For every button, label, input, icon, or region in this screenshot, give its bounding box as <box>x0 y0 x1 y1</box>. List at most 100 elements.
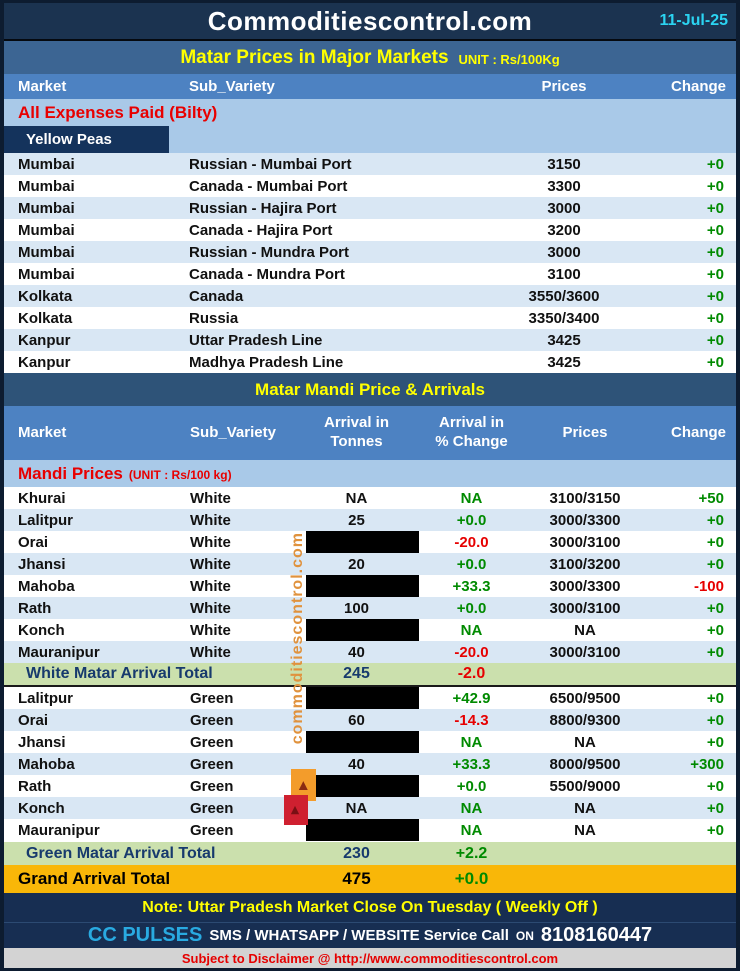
arrival-tonnes-cell: 60 <box>348 711 365 729</box>
arrival-pct-cell: NA <box>460 621 483 639</box>
change-cell: +0 <box>706 621 724 639</box>
note-text: Note: Uttar Pradesh Market Close On Tues… <box>142 898 598 916</box>
unit-label: UNIT : Rs/100Kg <box>458 51 560 67</box>
change-cell: +0 <box>706 799 724 817</box>
major-markets-header-row: Market Sub_Variety Prices Change <box>4 74 736 99</box>
prices-cell: 3425 <box>547 353 581 371</box>
mandi-section-unit: (UNIT : Rs/100 kg) <box>128 468 232 482</box>
sub-variety-cell: Canada - Mumbai Port <box>189 177 348 195</box>
sub-variety-cell: White <box>190 577 231 595</box>
arrival-tonnes-cell <box>294 819 419 841</box>
arrival-tonnes-cell <box>294 619 419 641</box>
sub-variety-cell: Uttar Pradesh Line <box>189 331 323 349</box>
market-cell: Lalitpur <box>18 689 73 707</box>
sub-variety-cell: Green <box>190 733 234 751</box>
sub-variety-cell: Russian - Mumbai Port <box>189 155 352 173</box>
sub-variety-cell: White <box>190 533 231 551</box>
column-header-market: Market <box>18 78 67 95</box>
arrival-tonnes-cell: NA <box>345 799 368 817</box>
change-cell: +0 <box>706 287 724 305</box>
table-row: Konch White NA NA +0 <box>4 619 736 641</box>
cc-on-text: ON <box>515 928 534 943</box>
column-header: Sub_Variety <box>190 423 276 441</box>
sub-variety-cell: Green <box>190 799 234 817</box>
table-row: Mahoba White +33.3 3000/3300 -100 <box>4 575 736 597</box>
redacted-value <box>306 575 419 597</box>
change-cell: +0 <box>706 733 724 751</box>
table-row: Rath White 100 +0.0 3000/3100 +0 <box>4 597 736 619</box>
change-cell: +0 <box>706 353 724 371</box>
column-header: Arrival in% Change <box>435 414 508 450</box>
change-cell: +0 <box>706 533 724 551</box>
sub-variety-cell: Green <box>190 711 234 729</box>
sub-variety-cell: White <box>190 643 231 661</box>
arrival-tonnes-cell: 20 <box>348 555 365 573</box>
report-date: 11-Jul-25 <box>659 12 728 29</box>
column-header: Arrival in Tonnes <box>323 414 390 450</box>
sub-variety-cell: White <box>190 489 231 507</box>
cc-phone-number: 8108160447 <box>540 924 653 946</box>
mandi-section-label: Mandi Prices <box>18 463 123 483</box>
column-header-sub-variety: Sub_Variety <box>189 78 275 95</box>
prices-cell: 3100/3200 <box>549 555 621 573</box>
grand-total-pct: +0.0 <box>454 869 489 888</box>
arrival-tonnes-cell <box>294 531 419 553</box>
table-row: Konch Green NA NA NA +0 <box>4 797 736 819</box>
market-cell: Mumbai <box>18 199 75 217</box>
prices-cell: 5500/9000 <box>549 777 621 795</box>
column-header: Change <box>670 423 726 441</box>
section-header-mandi-prices: Mandi Prices (UNIT : Rs/100 kg) <box>4 460 736 487</box>
market-cell: Konch <box>18 621 65 639</box>
grand-total-label: Grand Arrival Total <box>18 869 171 888</box>
column-header-change: Change <box>670 78 726 95</box>
sub-variety-cell: Canada - Hajira Port <box>189 221 333 239</box>
market-cell: Jhansi <box>18 555 66 573</box>
sub-variety-cell: Canada - Mundra Port <box>189 265 345 283</box>
arrival-pct-cell: +42.9 <box>452 689 491 707</box>
column-header: Prices <box>562 423 608 441</box>
sub-variety-cell: Madhya Pradesh Line <box>189 353 344 371</box>
arrival-tonnes-cell: 40 <box>348 755 365 773</box>
table-row: Orai White -20.0 3000/3100 +0 <box>4 531 736 553</box>
arrival-tonnes-cell <box>294 731 419 753</box>
change-cell: +0 <box>706 689 724 707</box>
table-row: Kolkata Canada 3550/3600 +0 <box>4 285 736 307</box>
table-row: Mumbai Russian - Mumbai Port 3150 +0 <box>4 153 736 175</box>
white-total-pct: -2.0 <box>457 665 486 682</box>
prices-cell: NA <box>574 821 596 839</box>
market-cell: Orai <box>18 533 49 551</box>
prices-cell: 3350/3400 <box>528 309 600 327</box>
note-banner: Note: Uttar Pradesh Market Close On Tues… <box>4 893 736 922</box>
prices-cell: NA <box>574 799 596 817</box>
change-cell: +0 <box>706 555 724 573</box>
disclaimer-link[interactable]: Subject to Disclaimer @ http://www.commo… <box>181 950 559 966</box>
market-cell: Kolkata <box>18 309 73 327</box>
table-row: Kanpur Uttar Pradesh Line 3425 +0 <box>4 329 736 351</box>
arrival-pct-cell: -20.0 <box>454 643 489 661</box>
column-header-prices: Prices <box>541 78 587 95</box>
change-cell: +50 <box>698 489 724 507</box>
grand-total-row: Grand Arrival Total 475 +0.0 <box>4 865 736 893</box>
market-cell: Mauranipur <box>18 821 100 839</box>
change-cell: +0 <box>706 221 724 239</box>
change-cell: +0 <box>706 243 724 261</box>
change-cell: +0 <box>706 711 724 729</box>
market-cell: Jhansi <box>18 733 66 751</box>
market-cell: Lalitpur <box>18 511 73 529</box>
mandi-title: Matar Mandi Price & Arrivals <box>255 379 485 399</box>
site-title: Commoditiescontrol.com <box>207 5 533 36</box>
green-total-label: Green Matar Arrival Total <box>26 844 216 862</box>
prices-cell: 3200 <box>547 221 581 239</box>
table-row: Jhansi White 20 +0.0 3100/3200 +0 <box>4 553 736 575</box>
prices-cell: 3000/3300 <box>549 577 621 595</box>
sub-variety-cell: Green <box>190 777 234 795</box>
market-cell: Orai <box>18 711 49 729</box>
table-row: Mumbai Canada - Hajira Port 3200 +0 <box>4 219 736 241</box>
sub-variety-cell: White <box>190 621 231 639</box>
change-cell: +0 <box>706 643 724 661</box>
arrival-pct-cell: +0.0 <box>456 511 487 529</box>
cc-services-text: SMS / WHATSAPP / WEBSITE Service Call <box>209 927 509 944</box>
market-cell: Kolkata <box>18 287 73 305</box>
sub-variety-cell: Green <box>190 689 234 707</box>
top-bar: Commoditiescontrol.com 11-Jul-25 <box>4 3 736 41</box>
